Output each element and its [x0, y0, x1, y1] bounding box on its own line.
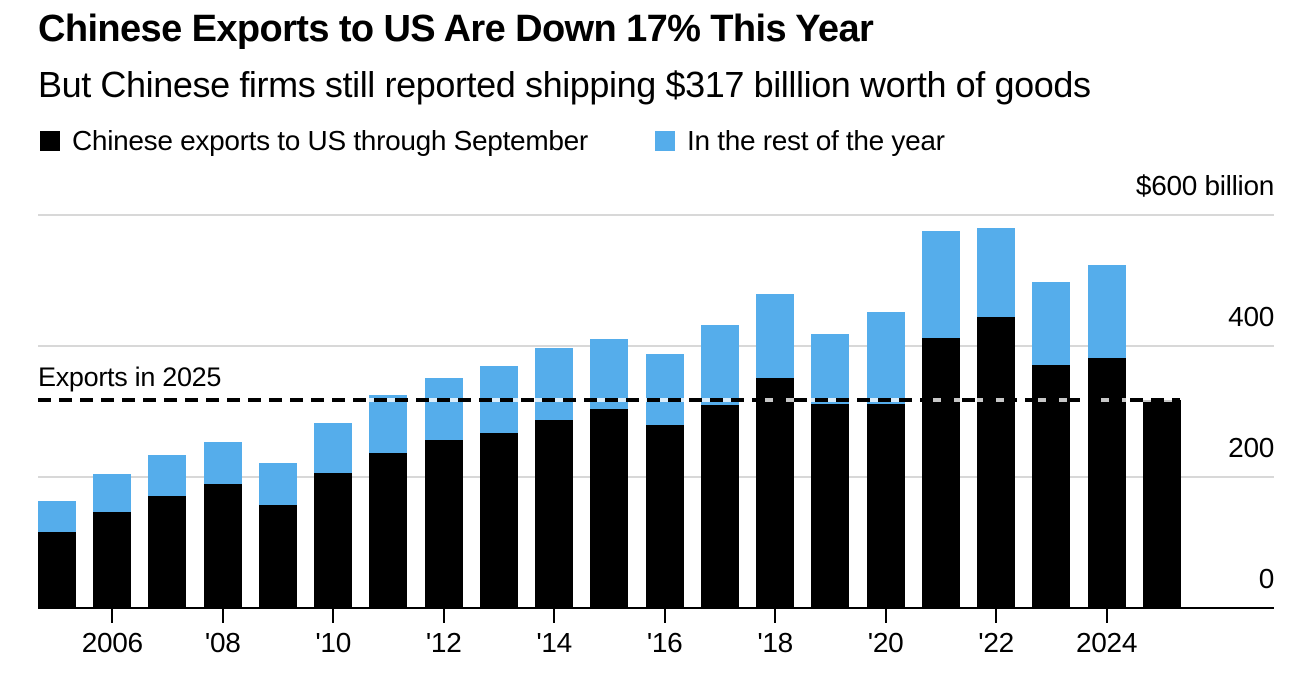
- bar-2017-rest-of-year: [700, 325, 739, 405]
- bar-2020-through-september: [866, 403, 905, 608]
- bar-2015-through-september: [590, 408, 629, 608]
- gridline-400: [38, 345, 1274, 347]
- x-label-2018: '18: [757, 627, 793, 658]
- x-tick-2018: [774, 609, 777, 623]
- x-tick-2008: [221, 609, 224, 623]
- bar-2005-rest-of-year: [38, 501, 76, 533]
- bar-2007-rest-of-year: [148, 455, 187, 496]
- legend-swatch-black: [40, 131, 60, 151]
- x-label-2016: '16: [646, 627, 683, 658]
- bar-2010-rest-of-year: [314, 422, 353, 474]
- bar-2009-rest-of-year: [258, 463, 297, 505]
- legend-item-rest-of-year: In the rest of the year: [655, 125, 945, 156]
- x-tick-2010: [332, 609, 335, 623]
- x-label-2024: 2024: [1076, 627, 1138, 658]
- chart-plot-area: 2006 '08 '10 '12 '14 '16 '18 '20 '22 2024 $600 bil…: [38, 171, 1275, 658]
- legend-item-through-september: Chinese exports to US through September: [40, 125, 588, 156]
- bar-2010-through-september: [314, 473, 353, 608]
- bar-2021-rest-of-year: [921, 230, 960, 339]
- bar-2007-through-september: [148, 496, 187, 608]
- y-label-200: 200: [1228, 432, 1274, 463]
- x-label-2006: 2006: [81, 627, 143, 658]
- legend-swatch-blue: [655, 131, 675, 151]
- x-tick-2016: [663, 609, 666, 623]
- bar-2013-through-september: [479, 433, 518, 608]
- x-tick-2012: [442, 609, 445, 623]
- legend: Chinese exports to US through September …: [0, 125, 1311, 158]
- bar-2024-rest-of-year: [1087, 264, 1126, 359]
- annotation-exports-2025-label: Exports in 2025: [38, 362, 222, 392]
- legend-label-rest-of-year: In the rest of the year: [687, 125, 945, 156]
- x-label-2012: '12: [425, 627, 462, 658]
- bar-2023-through-september: [1032, 365, 1071, 608]
- y-label-400: 400: [1228, 301, 1274, 332]
- bar-2014-through-september: [535, 420, 574, 608]
- x-tick-2020: [884, 609, 887, 623]
- bar-2008-through-september: [203, 484, 242, 608]
- exports-2025-dashed-line: [38, 398, 1180, 403]
- bar-2008-rest-of-year: [203, 442, 242, 485]
- x-label-2020: '20: [867, 627, 904, 658]
- x-axis-line: [38, 607, 1274, 609]
- bar-2019-rest-of-year: [811, 333, 850, 405]
- x-label-2022: '22: [978, 627, 1014, 658]
- bar-2022-rest-of-year: [977, 228, 1016, 317]
- bar-2017-through-september: [700, 404, 739, 608]
- bar-2015-rest-of-year: [590, 339, 629, 409]
- x-tick-2014: [553, 609, 556, 623]
- x-label-2010: '10: [315, 627, 351, 658]
- bar-2011-rest-of-year: [369, 395, 408, 454]
- x-tick-2024: [1105, 609, 1108, 623]
- bar-2009-through-september: [258, 504, 297, 608]
- bar-2021-through-september: [921, 338, 960, 608]
- bar-2016-rest-of-year: [645, 353, 684, 425]
- bar-2011-through-september: [369, 453, 408, 608]
- bar-2012-through-september: [424, 439, 463, 608]
- bar-2006-rest-of-year: [93, 474, 132, 513]
- bar-2019-through-september: [811, 404, 850, 608]
- bar-2020-rest-of-year: [866, 311, 905, 404]
- bar-2023-rest-of-year: [1032, 281, 1071, 365]
- bar-2022-through-september: [977, 316, 1016, 608]
- x-label-2014: '14: [536, 627, 572, 658]
- x-tick-2006: [111, 609, 114, 623]
- chart-subtitle: But Chinese firms still reported shippin…: [38, 64, 1091, 105]
- bar-2005-through-september: [38, 532, 76, 608]
- bar-2016-through-september: [645, 424, 684, 608]
- bar-2018-through-september: [756, 378, 795, 608]
- bar-2006-through-september: [93, 512, 132, 608]
- gridline-600: [38, 214, 1274, 216]
- legend-label-through-september: Chinese exports to US through September: [72, 125, 588, 156]
- bar-2012-rest-of-year: [424, 378, 463, 440]
- bar-2018-rest-of-year: [756, 294, 795, 379]
- bar-2025-through-september: [1142, 400, 1181, 608]
- bar-2014-rest-of-year: [535, 347, 574, 421]
- y-label-0: 0: [1258, 563, 1275, 594]
- x-tick-2022: [995, 609, 998, 623]
- x-label-2008: '08: [204, 627, 241, 658]
- y-label-600: $600 billion: [1135, 170, 1274, 201]
- chart-title: Chinese Exports to US Are Down 17% This …: [38, 8, 874, 50]
